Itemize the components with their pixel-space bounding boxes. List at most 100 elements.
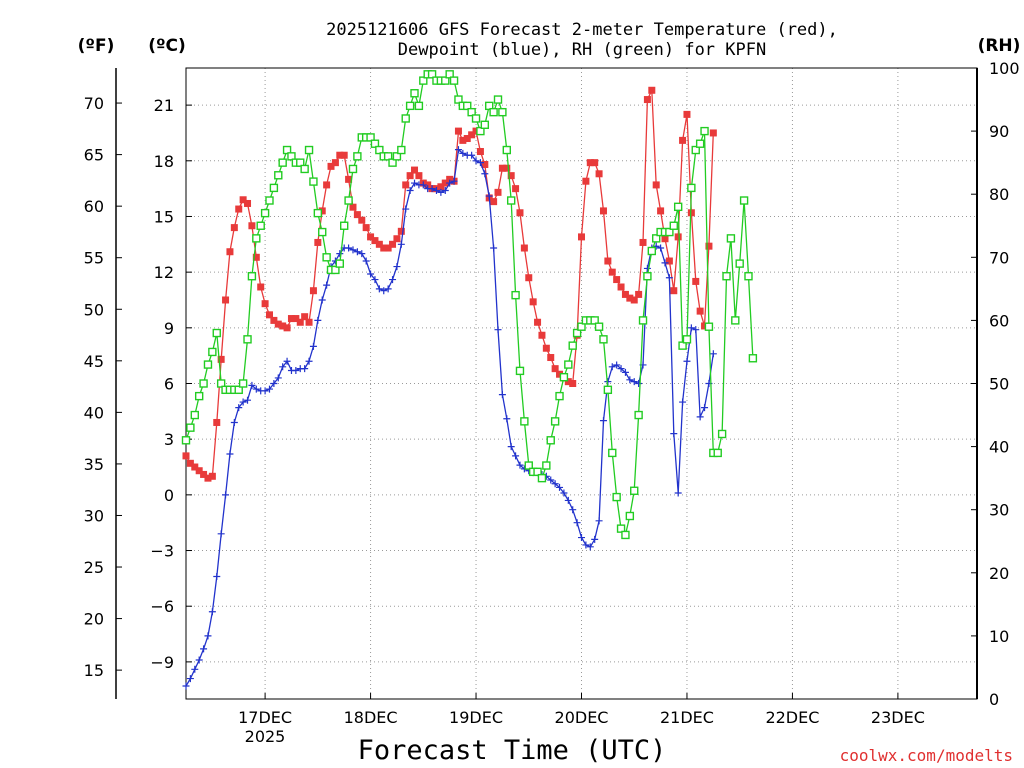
rh-tick-label: 20: [989, 564, 1009, 583]
rh-point: [647, 246, 657, 256]
dewpoint-point: [709, 350, 717, 358]
rh-point: [625, 511, 635, 521]
dewpoint-point: [573, 519, 581, 527]
temperature-point: [476, 148, 484, 156]
rh-point: [555, 391, 564, 401]
rh-point: [208, 347, 217, 357]
rh-tick-label: 60: [989, 311, 1009, 330]
rh-point: [247, 272, 257, 281]
rh-point: [678, 341, 687, 350]
rh-point: [524, 461, 533, 470]
fahrenheit-tick-label: 40: [84, 403, 104, 422]
rh-point: [269, 183, 279, 193]
rh-point: [454, 95, 463, 104]
temperature-point: [424, 181, 432, 189]
rh-point: [370, 139, 380, 148]
rh-point: [485, 101, 494, 111]
dewpoint-point: [661, 259, 669, 267]
rh-point: [414, 101, 424, 111]
dewpoint-point: [692, 326, 700, 334]
rh-point: [533, 467, 542, 477]
temperature-point: [200, 470, 208, 478]
temperature-point: [569, 380, 577, 387]
dewpoint-point: [498, 391, 506, 399]
x-tick-label: 23DEC: [871, 708, 925, 727]
year-label: 2025: [245, 727, 286, 746]
temperature-point: [578, 233, 585, 241]
dewpoint-point: [292, 367, 300, 375]
temperature-point: [305, 318, 313, 326]
dewpoint-point: [437, 188, 445, 196]
rh-point: [502, 145, 511, 155]
dewpoint-point: [626, 376, 634, 384]
temperature-point: [534, 318, 542, 326]
temperature-point: [393, 235, 401, 243]
dewpoint-point: [564, 496, 572, 504]
rh-point: [419, 76, 428, 85]
dewpoint-point: [608, 363, 616, 371]
dewpoint-point: [679, 398, 687, 406]
temperature-point: [362, 224, 370, 232]
rh-point: [278, 158, 287, 167]
rh-point: [243, 335, 252, 344]
rh-point: [695, 139, 705, 148]
dewpoint-point: [551, 480, 559, 488]
temperature-point: [468, 131, 476, 139]
temperature-point: [648, 86, 656, 94]
dewpoint-point: [556, 483, 564, 491]
celsius-tick-label: 15: [154, 207, 174, 226]
temperature-point: [503, 164, 511, 172]
temperature-point: [613, 276, 621, 284]
temperature-point: [244, 199, 252, 207]
dewpoint-point: [283, 357, 291, 365]
rh-point: [335, 259, 345, 268]
x-tick-label: 22DEC: [765, 708, 819, 727]
rh-point: [344, 196, 353, 205]
temperature-point: [402, 181, 410, 189]
temperature-point: [283, 324, 291, 332]
fahrenheit-tick-label: 45: [84, 352, 104, 371]
temperature-point: [604, 257, 612, 265]
dewpoint-point: [591, 535, 599, 543]
rh-point: [612, 492, 621, 502]
temperature-point: [411, 166, 419, 174]
dewpoint-point: [336, 250, 344, 258]
dewpoint-point: [481, 170, 489, 178]
temperature-point: [538, 331, 546, 339]
rh-point: [366, 133, 375, 142]
dewpoint-point: [244, 396, 252, 404]
rh-point: [181, 436, 191, 445]
dewpoint-point: [217, 530, 225, 538]
rh-point: [260, 208, 270, 218]
rh-point: [652, 234, 661, 243]
dewpoint-point: [582, 541, 590, 549]
temperature-point: [547, 354, 555, 362]
fahrenheit-tick-label: 70: [84, 94, 104, 113]
dewpoint-point: [635, 380, 643, 387]
temperature-point: [446, 175, 454, 183]
rh-point: [700, 126, 709, 136]
temperature-point: [389, 240, 397, 248]
dewpoint-point: [674, 489, 682, 497]
rh-point: [691, 145, 700, 155]
temperature-point: [463, 135, 471, 143]
rh-point: [282, 145, 292, 155]
dewpoint-point: [617, 365, 625, 373]
rh-point: [300, 164, 309, 174]
rh-point: [388, 158, 397, 167]
rh-point: [383, 152, 393, 161]
temperature-point: [621, 290, 629, 298]
temperature-point: [520, 244, 528, 252]
temperature-point: [292, 315, 300, 323]
rh-tick-label: 40: [989, 438, 1009, 457]
rh-point: [203, 360, 213, 369]
temperature-point: [472, 127, 480, 135]
fahrenheit-tick-label: 15: [84, 661, 104, 680]
rh-point: [441, 76, 450, 85]
temperature-point: [441, 179, 449, 187]
temperature-point: [564, 378, 572, 386]
temperature-point: [608, 268, 616, 276]
dewpoint-point: [248, 381, 256, 389]
dewpoint-point: [274, 374, 282, 382]
